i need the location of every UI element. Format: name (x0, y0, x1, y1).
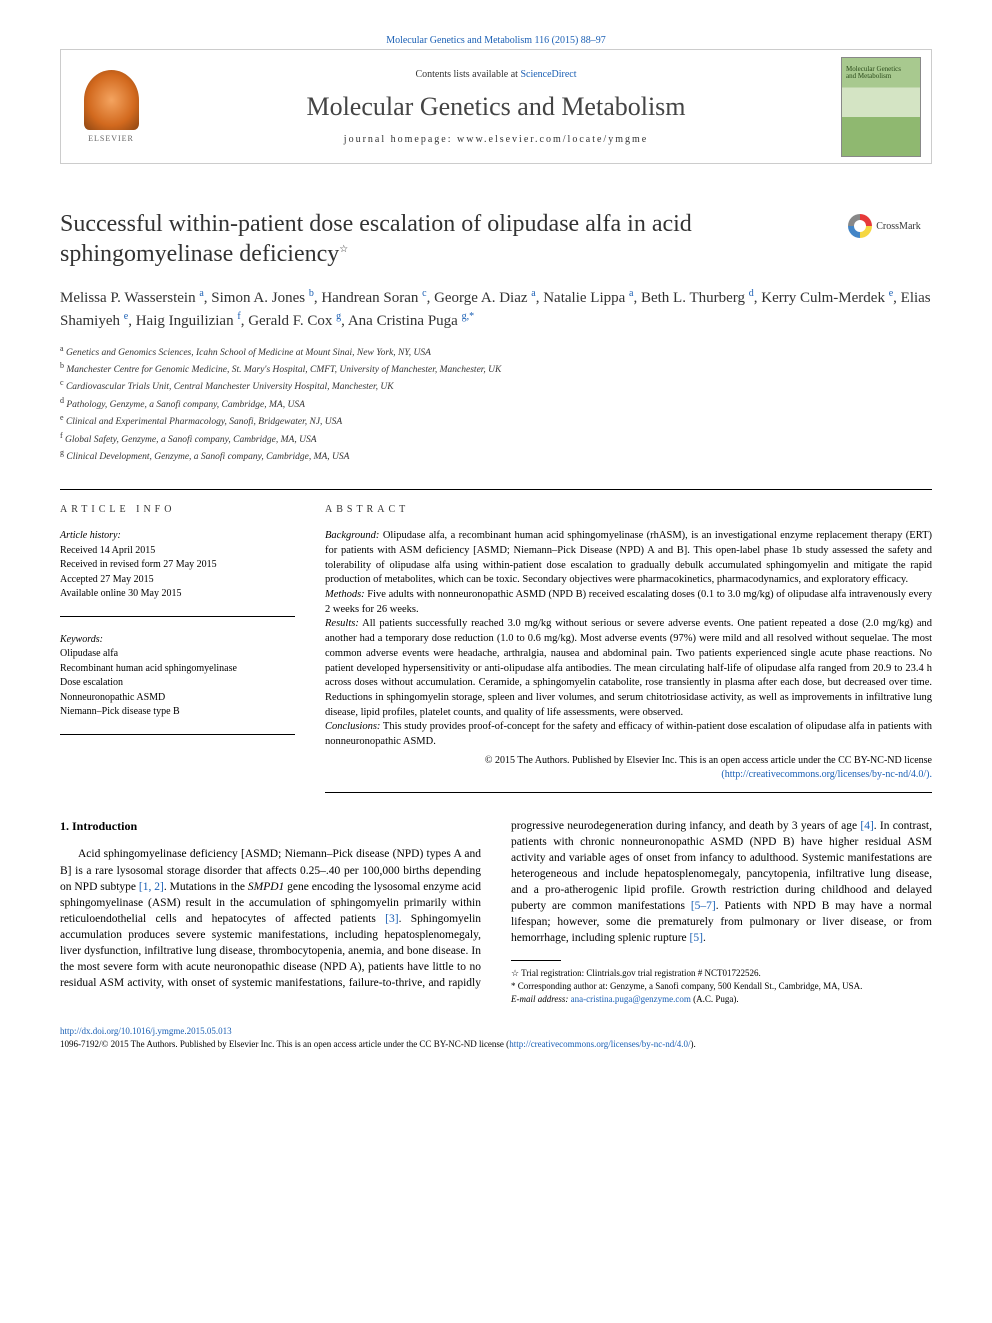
footer-license-link[interactable]: http://creativecommons.org/licenses/by-n… (509, 1039, 690, 1049)
keyword-line: Olipudase alfa (60, 647, 295, 662)
journal-cover-area: Molecular Geneticsand Metabolism (831, 50, 931, 163)
footnote-corresponding: * Corresponding author at: Genzyme, a Sa… (511, 980, 932, 993)
footnote-separator (511, 960, 561, 961)
article-info-label: article info (60, 504, 295, 515)
elsevier-tree-icon (84, 70, 139, 130)
history-line: Received in revised form 27 May 2015 (60, 558, 295, 573)
footnotes-block: ☆ Trial registration: Clintrials.gov tri… (511, 967, 932, 1005)
ref-link-5-7[interactable]: [5–7] (691, 900, 716, 912)
affiliation-line: c Cardiovascular Trials Unit, Central Ma… (60, 377, 932, 394)
history-line: Accepted 27 May 2015 (60, 573, 295, 588)
doi-link[interactable]: http://dx.doi.org/10.1016/j.ymgme.2015.0… (60, 1026, 232, 1036)
journal-cover-thumbnail[interactable]: Molecular Geneticsand Metabolism (841, 57, 921, 157)
ref-link-3[interactable]: [3] (385, 913, 398, 925)
abstract-background-head: Background: (325, 530, 379, 541)
footnote-trial: ☆ Trial registration: Clintrials.gov tri… (511, 967, 932, 980)
article-info-column: article info Article history: Received 1… (60, 489, 295, 792)
history-line: Available online 30 May 2015 (60, 587, 295, 602)
contents-prefix: Contents lists available at (415, 69, 520, 80)
ref-link-4[interactable]: [4] (860, 820, 873, 832)
article-title: Successful within-patient dose escalatio… (60, 209, 837, 269)
abstract-label: abstract (325, 504, 932, 515)
abstract-results-head: Results: (325, 618, 359, 629)
elsevier-label: ELSEVIER (88, 134, 134, 143)
footnote-email: E-mail address: ana-cristina.puga@genzym… (511, 993, 932, 1006)
authors-list: Melissa P. Wasserstein a, Simon A. Jones… (60, 287, 932, 333)
history-line: Received 14 April 2015 (60, 544, 295, 559)
sciencedirect-link[interactable]: ScienceDirect (520, 69, 576, 80)
affiliation-line: b Manchester Centre for Genomic Medicine… (60, 360, 932, 377)
abstract-conclusions-head: Conclusions: (325, 721, 380, 732)
article-history-block: Article history: Received 14 April 2015R… (60, 529, 295, 617)
issn-copyright-line: 1096-7192/© 2015 The Authors. Published … (60, 1039, 509, 1049)
header-center: Contents lists available at ScienceDirec… (161, 50, 831, 163)
elsevier-logo[interactable]: ELSEVIER (76, 64, 146, 149)
abstract-conclusions: This study provides proof-of-concept for… (325, 721, 932, 747)
gene-name: SMPD1 (248, 881, 284, 893)
abstract-column: abstract Background: Olipudase alfa, a r… (325, 489, 932, 792)
cover-title: Molecular Geneticsand Metabolism (846, 66, 901, 81)
journal-homepage[interactable]: journal homepage: www.elsevier.com/locat… (344, 134, 648, 145)
abstract-methods: Five adults with nonneuronopathic ASMD (… (325, 589, 932, 615)
ref-link-5[interactable]: [5] (690, 932, 703, 944)
page-footer: http://dx.doi.org/10.1016/j.ymgme.2015.0… (60, 1025, 932, 1050)
crossmark-icon (848, 214, 872, 238)
keywords-block: Keywords: Olipudase alfaRecombinant huma… (60, 633, 295, 735)
abstract-background: Olipudase alfa, a recombinant human acid… (325, 530, 932, 585)
keyword-line: Niemann–Pick disease type B (60, 705, 295, 720)
article-body: 1. Introduction Acid sphingomyelinase de… (60, 818, 932, 1006)
abstract-methods-head: Methods: (325, 589, 365, 600)
affiliation-line: e Clinical and Experimental Pharmacology… (60, 412, 932, 429)
abstract-copyright: © 2015 The Authors. Published by Elsevie… (485, 755, 932, 766)
ref-link-1-2[interactable]: [1, 2] (139, 881, 164, 893)
journal-header: ELSEVIER Contents lists available at Sci… (60, 49, 932, 164)
journal-name: Molecular Genetics and Metabolism (306, 92, 685, 122)
top-citation[interactable]: Molecular Genetics and Metabolism 116 (2… (60, 35, 932, 46)
intro-heading: 1. Introduction (60, 818, 481, 835)
affiliation-line: g Clinical Development, Genzyme, a Sanof… (60, 447, 932, 464)
keywords-heading: Keywords: (60, 633, 295, 648)
abstract-results: All patients successfully reached 3.0 mg… (325, 618, 932, 717)
history-heading: Article history: (60, 529, 295, 544)
crossmark-label: CrossMark (876, 221, 920, 232)
keyword-line: Dose escalation (60, 676, 295, 691)
contents-lists-line: Contents lists available at ScienceDirec… (415, 69, 576, 80)
abstract-text: Background: Olipudase alfa, a recombinan… (325, 529, 932, 792)
corresponding-email-link[interactable]: ana-cristina.puga@genzyme.com (571, 994, 691, 1004)
crossmark-widget[interactable]: CrossMark (837, 209, 932, 242)
keyword-line: Recombinant human acid sphingomyelinase (60, 662, 295, 677)
publisher-logo-area: ELSEVIER (61, 50, 161, 163)
license-link[interactable]: (http://creativecommons.org/licenses/by-… (721, 769, 932, 780)
issn-close: ). (690, 1039, 695, 1049)
affiliations-list: a Genetics and Genomics Sciences, Icahn … (60, 343, 932, 465)
affiliation-line: d Pathology, Genzyme, a Sanofi company, … (60, 395, 932, 412)
keyword-line: Nonneuronopathic ASMD (60, 691, 295, 706)
affiliation-line: a Genetics and Genomics Sciences, Icahn … (60, 343, 932, 360)
title-footnote-star[interactable]: ☆ (339, 244, 348, 255)
affiliation-line: f Global Safety, Genzyme, a Sanofi compa… (60, 430, 932, 447)
